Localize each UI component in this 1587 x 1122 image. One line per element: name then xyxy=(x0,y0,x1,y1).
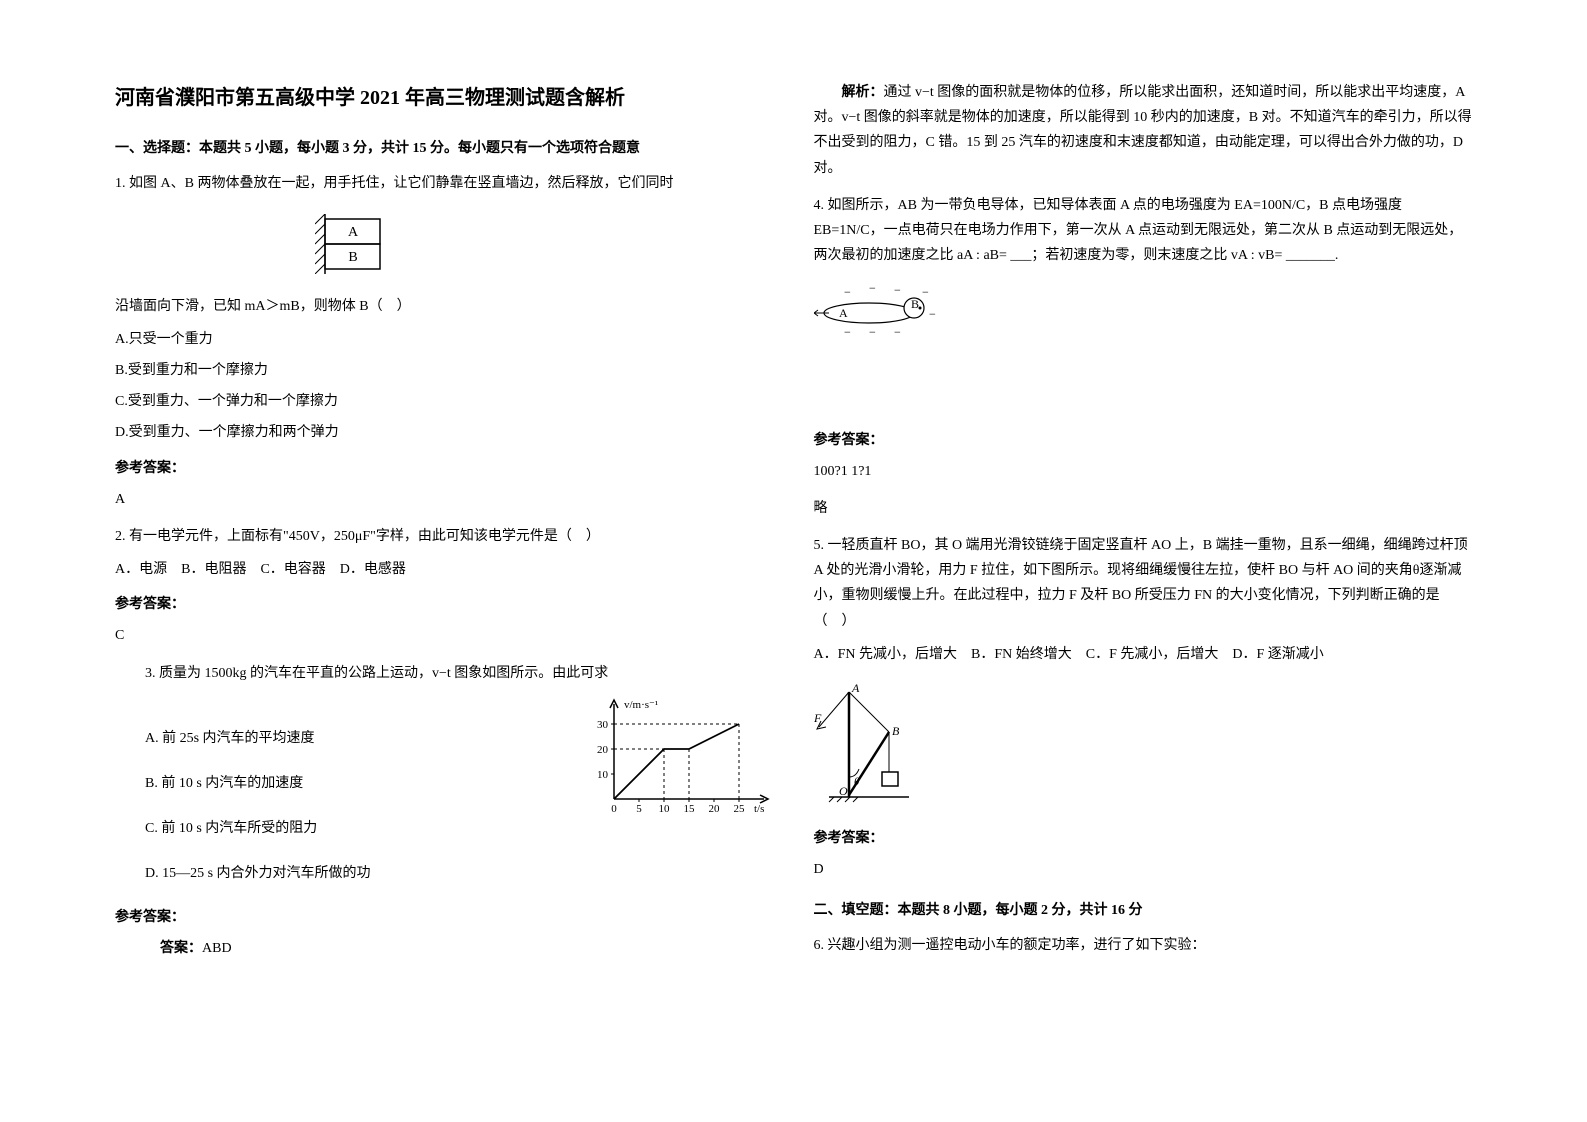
q3-text: 3. 质量为 1500kg 的汽车在平直的公路上运动，v−t 图象如图所示。由此… xyxy=(145,661,774,686)
svg-text:B: B xyxy=(911,297,919,311)
explanation-block: 解析：通过 v−t 图像的面积就是物体的位移，所以能求出面积，还知道时间，所以能… xyxy=(814,80,1473,181)
svg-text:θ: θ xyxy=(854,776,860,788)
q3-answer-prefix: 答案： xyxy=(160,941,202,956)
svg-text:−: − xyxy=(922,285,929,299)
q5-answer-label: 参考答案： xyxy=(814,826,1473,851)
svg-text:A: A xyxy=(839,306,848,320)
q5-answer: D xyxy=(814,857,1473,882)
q2-answer-label: 参考答案： xyxy=(115,592,774,617)
document-title: 河南省濮阳市第五高级中学 2021 年高三物理测试题含解析 xyxy=(115,80,774,116)
q5-options: A．FN 先减小，后增大 B．FN 始终增大 C．F 先减小，后增大 D．F 逐… xyxy=(814,642,1473,667)
svg-text:20: 20 xyxy=(597,744,609,756)
svg-text:−: − xyxy=(894,283,901,297)
q2-answer: C xyxy=(115,623,774,648)
svg-text:25: 25 xyxy=(733,803,745,815)
svg-text:−: − xyxy=(894,325,901,338)
svg-text:15: 15 xyxy=(683,803,695,815)
q1-option-a: A.只受一个重力 xyxy=(115,327,774,352)
svg-text:−: − xyxy=(869,325,876,338)
q3-answer-label: 参考答案： xyxy=(115,905,774,930)
q4-text: 4. 如图所示，AB 为一带负电导体，已知导体表面 A 点的电场强度为 EA=1… xyxy=(814,193,1473,269)
svg-text:t/s: t/s xyxy=(754,803,764,815)
svg-text:10: 10 xyxy=(597,769,609,781)
q5-text: 5. 一轻质直杆 BO，其 O 端用光滑铰链绕于固定竖直杆 AO 上，B 端挂一… xyxy=(814,533,1473,634)
q5-diagram: A O B θ F xyxy=(814,677,1473,816)
explanation-label: 解析： xyxy=(842,85,884,100)
question-4: 4. 如图所示，AB 为一带负电导体，已知导体表面 A 点的电场强度为 EA=1… xyxy=(814,193,1473,521)
svg-text:−: − xyxy=(844,325,851,338)
svg-text:A: A xyxy=(348,225,359,240)
question-6: 6. 兴趣小组为测一遥控电动小车的额定功率，进行了如下实验： xyxy=(814,933,1473,958)
svg-text:A: A xyxy=(851,681,860,695)
section-1-header: 一、选择题：本题共 5 小题，每小题 3 分，共计 15 分。每小题只有一个选项… xyxy=(115,136,774,161)
svg-text:20: 20 xyxy=(708,803,720,815)
q1-option-c: C.受到重力、一个弹力和一个摩擦力 xyxy=(115,389,774,414)
svg-text:−: − xyxy=(869,281,876,295)
svg-text:O: O xyxy=(839,784,848,798)
question-1: 1. 如图 A、B 两物体叠放在一起，用手托住，让它们静靠在竖直墙边，然后释放，… xyxy=(115,171,774,512)
q4-diagram: A B − − − − − − − − xyxy=(814,278,1473,347)
q3-answer: ABD xyxy=(202,941,232,956)
q1-option-d: D.受到重力、一个摩擦力和两个弹力 xyxy=(115,420,774,445)
q4-answer-label: 参考答案： xyxy=(814,428,1473,453)
explanation-text: 通过 v−t 图像的面积就是物体的位移，所以能求出面积，还知道时间，所以能求出平… xyxy=(814,85,1472,176)
right-column: 解析：通过 v−t 图像的面积就是物体的位移，所以能求出面积，还知道时间，所以能… xyxy=(794,80,1493,1042)
q3-option-d: D. 15—25 s 内合外力对汽车所做的功 xyxy=(145,861,774,886)
svg-text:0: 0 xyxy=(611,803,617,815)
svg-text:v/m·s⁻¹: v/m·s⁻¹ xyxy=(624,699,658,711)
q1-option-b: B.受到重力和一个摩擦力 xyxy=(115,358,774,383)
q2-options: A．电源 B．电阻器 C．电容器 D．电感器 xyxy=(115,557,774,582)
question-2: 2. 有一电学元件，上面标有"450V，250μF"字样，由此可知该电学元件是（… xyxy=(115,524,774,649)
left-column: 河南省濮阳市第五高级中学 2021 年高三物理测试题含解析 一、选择题：本题共 … xyxy=(95,80,794,1042)
q2-text: 2. 有一电学元件，上面标有"450V，250μF"字样，由此可知该电学元件是（… xyxy=(115,524,774,549)
q3-chart: 10 20 30 0 5 10 15 20 25 v/m·s⁻¹ t/s xyxy=(584,694,774,833)
q4-extra: 略 xyxy=(814,496,1473,521)
svg-text:5: 5 xyxy=(636,803,642,815)
svg-text:B: B xyxy=(892,724,900,738)
q1-diagram: A B xyxy=(315,214,415,274)
svg-text:F: F xyxy=(814,711,822,725)
svg-text:30: 30 xyxy=(597,719,609,731)
q6-text: 6. 兴趣小组为测一遥控电动小车的额定功率，进行了如下实验： xyxy=(814,933,1473,958)
svg-text:−: − xyxy=(929,307,936,321)
svg-text:10: 10 xyxy=(658,803,670,815)
q1-text-part1: 1. 如图 A、B 两物体叠放在一起，用手托住，让它们静靠在竖直墙边，然后释放，… xyxy=(115,171,774,196)
question-5: 5. 一轻质直杆 BO，其 O 端用光滑铰链绕于固定竖直杆 AO 上，B 端挂一… xyxy=(814,533,1473,883)
q1-text-part2: 沿墙面向下滑，已知 mA＞mB，则物体 B（ ） xyxy=(115,294,774,319)
question-3: 3. 质量为 1500kg 的汽车在平直的公路上运动，v−t 图象如图所示。由此… xyxy=(115,661,774,893)
q3-answer-line: 答案：ABD xyxy=(115,936,774,961)
q1-answer-label: 参考答案： xyxy=(115,456,774,481)
svg-text:B: B xyxy=(348,250,357,265)
section-2-header: 二、填空题：本题共 8 小题，每小题 2 分，共计 16 分 xyxy=(814,898,1473,923)
q4-answer: 100?1 1?1 xyxy=(814,459,1473,484)
q1-answer: A xyxy=(115,487,774,512)
svg-text:−: − xyxy=(844,285,851,299)
